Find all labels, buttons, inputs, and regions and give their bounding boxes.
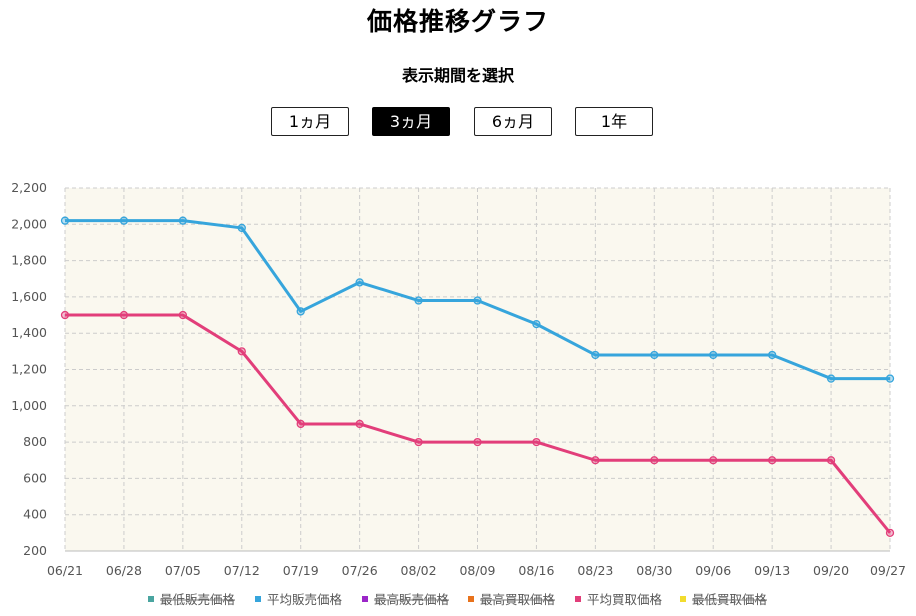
series-line: [65, 313, 892, 534]
y-tick-label: 1,800: [11, 253, 47, 268]
data-point: [473, 296, 482, 305]
data-point: [709, 456, 718, 465]
x-tick-label: 07/19: [283, 563, 319, 578]
y-tick-label: 400: [23, 507, 47, 522]
page-title: 価格推移グラフ: [366, 7, 549, 36]
legend-swatch: [680, 596, 686, 602]
data-point: [414, 296, 423, 305]
x-tick-label: 06/21: [47, 563, 83, 578]
x-tick-label: 08/02: [401, 563, 437, 578]
x-tick-label: 08/16: [518, 563, 554, 578]
data-point: [237, 223, 246, 233]
data-point: [650, 456, 659, 465]
data-point: [355, 419, 364, 429]
period-3-month-button[interactable]: 3ヵ月: [372, 107, 450, 136]
x-tick-label: 08/09: [459, 563, 495, 578]
x-tick-label: 09/27: [870, 563, 906, 578]
y-tick-label: 600: [23, 470, 47, 485]
y-tick-label: 200: [23, 543, 47, 558]
legend-label: 平均買取価格: [587, 592, 663, 607]
data-point: [178, 216, 188, 225]
data-point: [767, 456, 777, 465]
data-point: [532, 437, 541, 447]
y-tick-label: 1,200: [11, 362, 47, 377]
data-point: [885, 374, 895, 383]
data-point: [60, 216, 70, 225]
legend-swatch: [362, 596, 368, 602]
x-tick-label: 09/20: [813, 563, 849, 578]
price-history-chart: 200 400 600 800 1,000 1,200 1,400 1,600 1,800 2,0…: [11, 180, 906, 607]
x-tick-label: 07/12: [224, 563, 260, 578]
data-point: [826, 374, 836, 383]
y-tick-label: 1,400: [11, 325, 47, 340]
data-point: [473, 437, 482, 447]
period-1-year-button[interactable]: 1年: [575, 107, 653, 136]
x-tick-label: 06/28: [106, 563, 142, 578]
period-6-month-button[interactable]: 6ヵ月: [474, 107, 552, 136]
x-tick-label: 08/23: [577, 563, 613, 578]
data-point: [709, 350, 718, 360]
data-point: [355, 278, 364, 287]
data-point: [767, 350, 777, 360]
data-point: [119, 216, 129, 225]
x-tick-label: 07/05: [165, 563, 201, 578]
data-point: [237, 347, 246, 356]
y-tick-label: 2,200: [11, 180, 47, 195]
data-point: [414, 437, 423, 447]
x-tick-label: 07/26: [342, 563, 378, 578]
legend-swatch: [148, 596, 154, 602]
legend-label: 平均販売価格: [267, 592, 343, 607]
data-point: [296, 419, 305, 429]
legend-swatch: [575, 596, 581, 602]
data-point: [650, 350, 659, 360]
data-point: [60, 310, 70, 320]
x-tick-label: 08/30: [636, 563, 672, 578]
data-point: [532, 319, 541, 329]
data-point: [591, 350, 600, 360]
legend-swatch: [255, 596, 261, 602]
data-point: [178, 310, 188, 320]
y-tick-label: 1,000: [11, 398, 47, 413]
y-tick-label: 800: [23, 434, 47, 449]
data-point: [119, 310, 129, 320]
period-1-month-button[interactable]: 1ヵ月: [271, 107, 349, 136]
period-selector-label: 表示期間を選択: [401, 66, 514, 85]
legend-swatch: [468, 596, 474, 602]
y-tick-label: 1,600: [11, 289, 47, 304]
data-point: [591, 456, 600, 465]
data-point: [885, 528, 895, 538]
series-line: [65, 219, 890, 381]
x-tick-label: 09/06: [695, 563, 731, 578]
data-point: [826, 456, 836, 465]
x-tick-label: 09/13: [754, 563, 790, 578]
y-tick-label: 2,000: [11, 216, 47, 231]
data-point: [296, 307, 305, 316]
